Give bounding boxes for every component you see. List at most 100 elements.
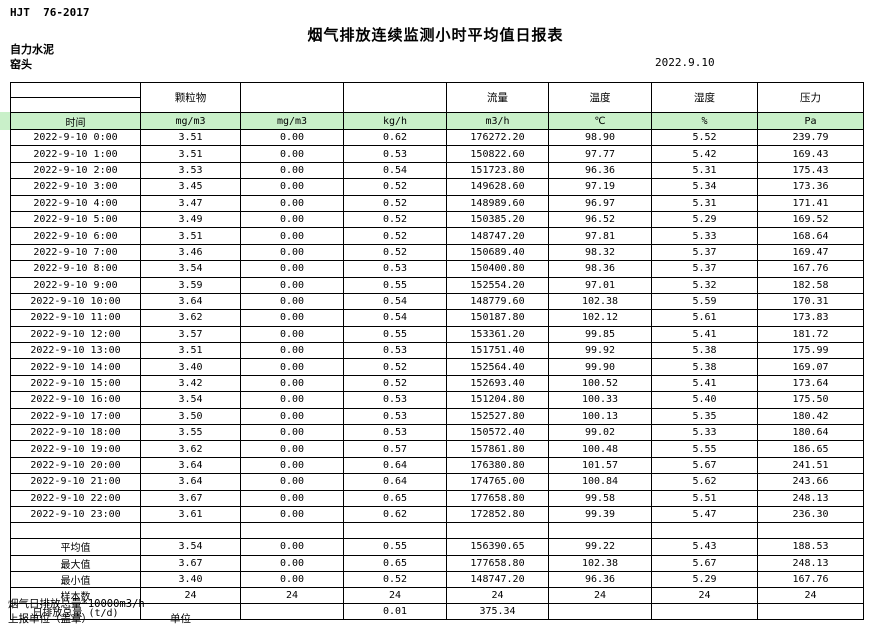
- value-cell: 102.38: [548, 292, 652, 311]
- value-cell: 0.00: [240, 505, 344, 524]
- value-cell: 180.64: [757, 424, 864, 442]
- time-cell: 2022-9-10 21:00: [10, 473, 141, 491]
- table-row: 2022-9-10 1:00 3.51 0.00 0.53 150822.60 97.77…: [10, 145, 864, 163]
- blank-cell: [240, 82, 344, 113]
- summary-row: 平均值 3.54 0.00 0.55 156390.65 99.22 5.43 188.53: [10, 538, 864, 556]
- value-cell: 176272.20: [446, 128, 549, 147]
- time-cell: 2022-9-10 2:00: [10, 161, 141, 180]
- value-cell: 5.59: [651, 292, 758, 311]
- table-row: 2022-9-10 23:00 3.61 0.00 0.62 172852.80 99.3…: [10, 505, 864, 524]
- value-cell: 169.43: [757, 145, 864, 163]
- table-row: 2022-9-10 4:00 3.47 0.00 0.52 148989.60 96.97…: [10, 194, 864, 212]
- value-cell: 5.40: [651, 391, 758, 409]
- value-cell: 0.54: [343, 292, 447, 311]
- value-cell: 5.51: [651, 489, 758, 507]
- value-cell: 96.36: [548, 161, 652, 180]
- table-row: 2022-9-10 20:00 3.64 0.00 0.64 176380.80 101.…: [10, 456, 864, 475]
- time-cell: 2022-9-10 20:00: [10, 456, 141, 475]
- time-cell: 2022-9-10 6:00: [10, 227, 141, 245]
- value-cell: 0.00: [240, 554, 344, 572]
- value-cell: 173.36: [757, 178, 864, 196]
- time-column-header: 时间: [10, 112, 141, 130]
- summary-rows: 平均值 3.54 0.00 0.55 156390.65 99.22 5.43 188.53 最…: [10, 538, 864, 621]
- value-cell: 3.61: [140, 505, 241, 524]
- header-row-left-strip: [0, 112, 11, 130]
- value-cell: 3.51: [140, 145, 241, 163]
- value-cell: 170.31: [757, 292, 864, 311]
- value-cell: 150385.20: [446, 210, 549, 229]
- value-cell: 3.45: [140, 178, 241, 196]
- value-cell: 149628.60: [446, 178, 549, 196]
- value-cell: 148747.20: [446, 227, 549, 245]
- value-cell: 0.53: [343, 407, 447, 426]
- group-header-row: 颗粒物 流量 温度 湿度 压力: [10, 82, 864, 113]
- blank-cell: [10, 522, 141, 540]
- value-cell: 97.77: [548, 145, 652, 163]
- time-cell: 2022-9-10 1:00: [10, 145, 141, 163]
- station-name: 窑头: [10, 58, 32, 71]
- header-band: 颗粒物 流量 温度 湿度 压力 时间 mg/m3 mg/m3 kg/h m3/h…: [10, 82, 864, 130]
- value-cell: 97.19: [548, 178, 652, 196]
- unit-cell: mg/m3: [140, 112, 241, 130]
- value-cell: 0.00: [240, 227, 344, 245]
- value-cell: 0.00: [240, 178, 344, 196]
- value-cell: 0.00: [240, 456, 344, 475]
- value-cell: 0.62: [343, 128, 447, 147]
- value-cell: 3.46: [140, 243, 241, 262]
- value-cell: 3.67: [140, 489, 241, 507]
- value-cell: 98.32: [548, 243, 652, 262]
- value-cell: 3.50: [140, 407, 241, 426]
- value-cell: 5.62: [651, 473, 758, 491]
- value-cell: 175.50: [757, 391, 864, 409]
- time-cell: 2022-9-10 19:00: [10, 440, 141, 458]
- value-cell: 0.55: [343, 538, 447, 556]
- value-cell: 96.36: [548, 570, 652, 588]
- value-cell: 0.00: [240, 407, 344, 426]
- value-cell: 5.61: [651, 309, 758, 327]
- time-cell: 2022-9-10 12:00: [10, 325, 141, 344]
- table-row: 2022-9-10 17:00 3.50 0.00 0.53 152527.80 100.…: [10, 407, 864, 426]
- value-cell: 0.00: [240, 276, 344, 294]
- value-cell: 156390.65: [446, 538, 549, 556]
- value-cell: 188.53: [757, 538, 864, 556]
- value-cell: 180.42: [757, 407, 864, 426]
- value-cell: 5.52: [651, 128, 758, 147]
- value-cell: 0.55: [343, 325, 447, 344]
- value-cell: 169.47: [757, 243, 864, 262]
- value-cell: 96.97: [548, 194, 652, 212]
- value-cell: 5.67: [651, 554, 758, 572]
- value-cell: 24: [343, 586, 447, 605]
- value-cell: 169.52: [757, 210, 864, 229]
- report-unit-label: 上报单位（盖章）: [8, 613, 92, 625]
- value-cell: 176380.80: [446, 456, 549, 475]
- unit-cell: ℃: [548, 112, 652, 130]
- value-cell: 152527.80: [446, 407, 549, 426]
- value-cell: 3.51: [140, 342, 241, 360]
- value-cell: 24: [651, 586, 758, 605]
- value-cell: 0.53: [343, 342, 447, 360]
- value-cell: 98.36: [548, 260, 652, 278]
- blank-cell: [343, 522, 447, 540]
- value-cell: 5.31: [651, 194, 758, 212]
- page-title: 烟气排放连续监测小时平均值日报表: [307, 26, 564, 44]
- value-cell: 5.41: [651, 374, 758, 393]
- value-cell: 3.59: [140, 276, 241, 294]
- value-cell: 175.43: [757, 161, 864, 180]
- value-cell: 99.58: [548, 489, 652, 507]
- value-cell: 0.52: [343, 178, 447, 196]
- blank-cell: [446, 522, 549, 540]
- table-row: 2022-9-10 16:00 3.54 0.00 0.53 151204.80 100.…: [10, 391, 864, 409]
- time-cell: 2022-9-10 17:00: [10, 407, 141, 426]
- value-cell: 3.64: [140, 473, 241, 491]
- value-cell: 0.54: [343, 161, 447, 180]
- value-cell: 3.54: [140, 538, 241, 556]
- table-row: 2022-9-10 9:00 3.59 0.00 0.55 152554.20 97.01…: [10, 276, 864, 294]
- value-cell: 172852.80: [446, 505, 549, 524]
- value-cell: 99.02: [548, 424, 652, 442]
- blank-cell: [343, 82, 447, 113]
- value-cell: 0.53: [343, 391, 447, 409]
- value-cell: 167.76: [757, 570, 864, 588]
- value-cell: 236.30: [757, 505, 864, 524]
- blank-cell: [651, 522, 758, 540]
- value-cell: 173.83: [757, 309, 864, 327]
